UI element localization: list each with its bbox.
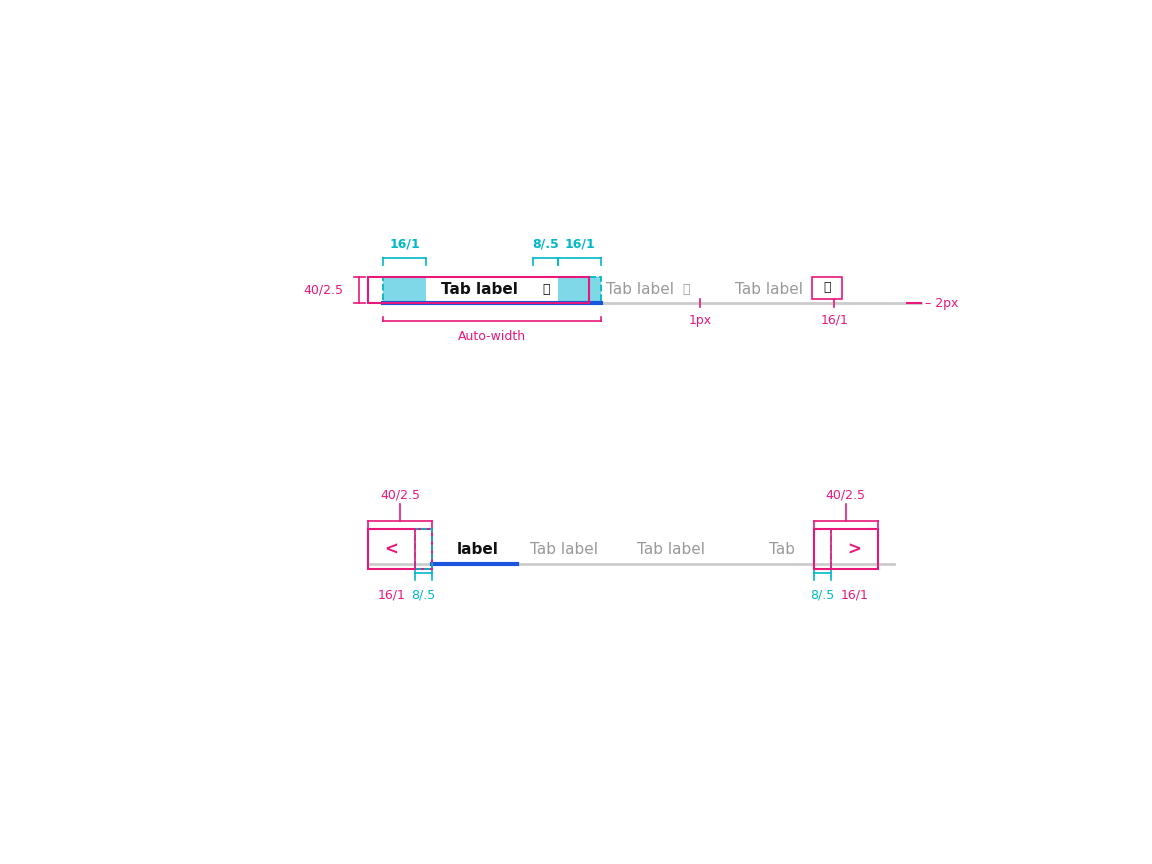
Text: 8/.5: 8/.5 [411,588,435,601]
Bar [415,530,432,569]
Bar [369,276,589,303]
Text: Tab label: Tab label [530,542,598,557]
Text: 1px: 1px [689,314,712,327]
Bar [369,530,432,569]
Text: 40/2.5: 40/2.5 [303,283,343,296]
Text: Tab label: Tab label [441,283,518,297]
Bar [832,530,878,569]
Text: – 2px: – 2px [925,296,958,310]
Text: 40/2.5: 40/2.5 [380,488,420,501]
Text: Tab label: Tab label [735,283,803,297]
Text: 8/.5: 8/.5 [810,588,835,601]
Text: 40/2.5: 40/2.5 [826,488,866,501]
Bar [559,276,601,303]
Text: 16/1: 16/1 [841,588,869,601]
Bar [813,530,878,569]
Text: ⛶: ⛶ [682,283,690,296]
Text: <: < [385,540,399,558]
Bar [369,530,415,569]
Text: ⛶: ⛶ [824,282,831,295]
Text: ⛶: ⛶ [541,283,550,296]
Text: >: > [848,540,862,558]
Text: 16/1: 16/1 [378,588,406,601]
Text: Tab label: Tab label [606,283,674,297]
Text: Tab label: Tab label [637,542,705,557]
Bar [384,276,426,303]
Text: Auto-width: Auto-width [458,330,526,343]
Text: label: label [456,542,499,557]
Text: 16/1: 16/1 [820,314,848,327]
Bar [813,530,832,569]
Bar [384,276,601,303]
Text: 16/1: 16/1 [389,237,420,250]
Text: Tab: Tab [768,542,795,557]
Bar [812,276,842,299]
Text: 16/1: 16/1 [564,237,596,250]
Text: 8/.5: 8/.5 [532,237,559,250]
